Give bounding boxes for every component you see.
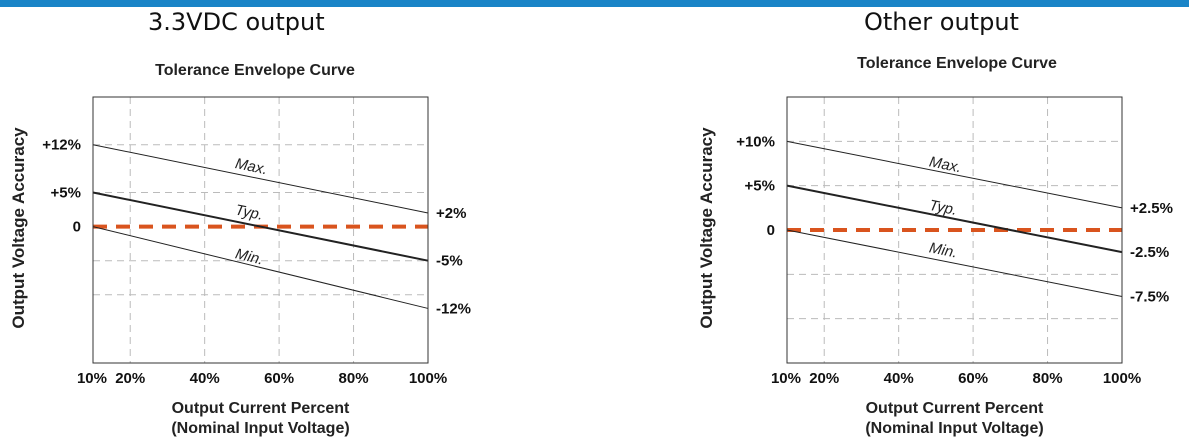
y-axis-title: Output Voltage Accuracy (9, 127, 28, 329)
series-label-min: Min. (233, 245, 265, 268)
x-tick-label: 100% (1103, 370, 1141, 387)
series-line-min (786, 229, 1123, 297)
x-tick-label: 40% (884, 370, 914, 387)
chart-title: Tolerance Envelope Curve (155, 62, 355, 79)
series-line-typ (92, 191, 429, 262)
right-value-label: +2% (436, 205, 466, 222)
y-tick-label: +10% (736, 133, 775, 150)
series-label-typ: Typ. (928, 197, 959, 219)
plot-frame (786, 96, 1123, 364)
x-tick-label: 80% (1033, 370, 1063, 387)
series-line-typ (786, 184, 1123, 254)
y-tick-label: +12% (42, 137, 81, 154)
x-tick-label: 40% (190, 370, 220, 387)
y-axis-title: Output Voltage Accuracy (697, 127, 716, 329)
top-rule (0, 0, 1189, 7)
x-axis-subtitle: (Nominal Input Voltage) (171, 420, 349, 437)
right-panel-heading: Other output (864, 8, 1019, 36)
y-tick-label: 0 (73, 219, 81, 236)
y-tick-label: 0 (767, 222, 775, 239)
right-value-label: +2.5% (1130, 200, 1173, 217)
series-label-max: Max. (928, 153, 963, 176)
series-label-typ: Typ. (234, 202, 265, 224)
series-line-max (92, 144, 429, 214)
x-tick-label: 80% (339, 370, 369, 387)
series-line-min (92, 226, 429, 309)
x-tick-label: 10% (77, 370, 107, 387)
right-value-label: -12% (436, 300, 471, 317)
chart-title: Tolerance Envelope Curve (857, 55, 1057, 72)
x-axis-title: Output Current Percent (866, 400, 1044, 417)
x-tick-label: 20% (115, 370, 145, 387)
x-tick-label: 60% (958, 370, 988, 387)
y-tick-label: +5% (745, 178, 775, 195)
x-tick-label: 20% (809, 370, 839, 387)
plot-frame (92, 96, 429, 364)
x-tick-label: 10% (771, 370, 801, 387)
right-value-label: -2.5% (1130, 244, 1169, 261)
x-axis-title: Output Current Percent (172, 400, 350, 417)
x-tick-label: 60% (264, 370, 294, 387)
right-value-label: -7.5% (1130, 289, 1169, 306)
series-label-max: Max. (234, 155, 269, 178)
left-panel-heading: 3.3VDC output (148, 8, 325, 36)
y-tick-label: +5% (51, 184, 81, 201)
right-value-label: -5% (436, 253, 463, 270)
x-tick-label: 100% (409, 370, 447, 387)
series-line-max (786, 140, 1123, 209)
series-label-min: Min. (928, 239, 959, 261)
x-axis-subtitle: (Nominal Input Voltage) (865, 420, 1043, 437)
